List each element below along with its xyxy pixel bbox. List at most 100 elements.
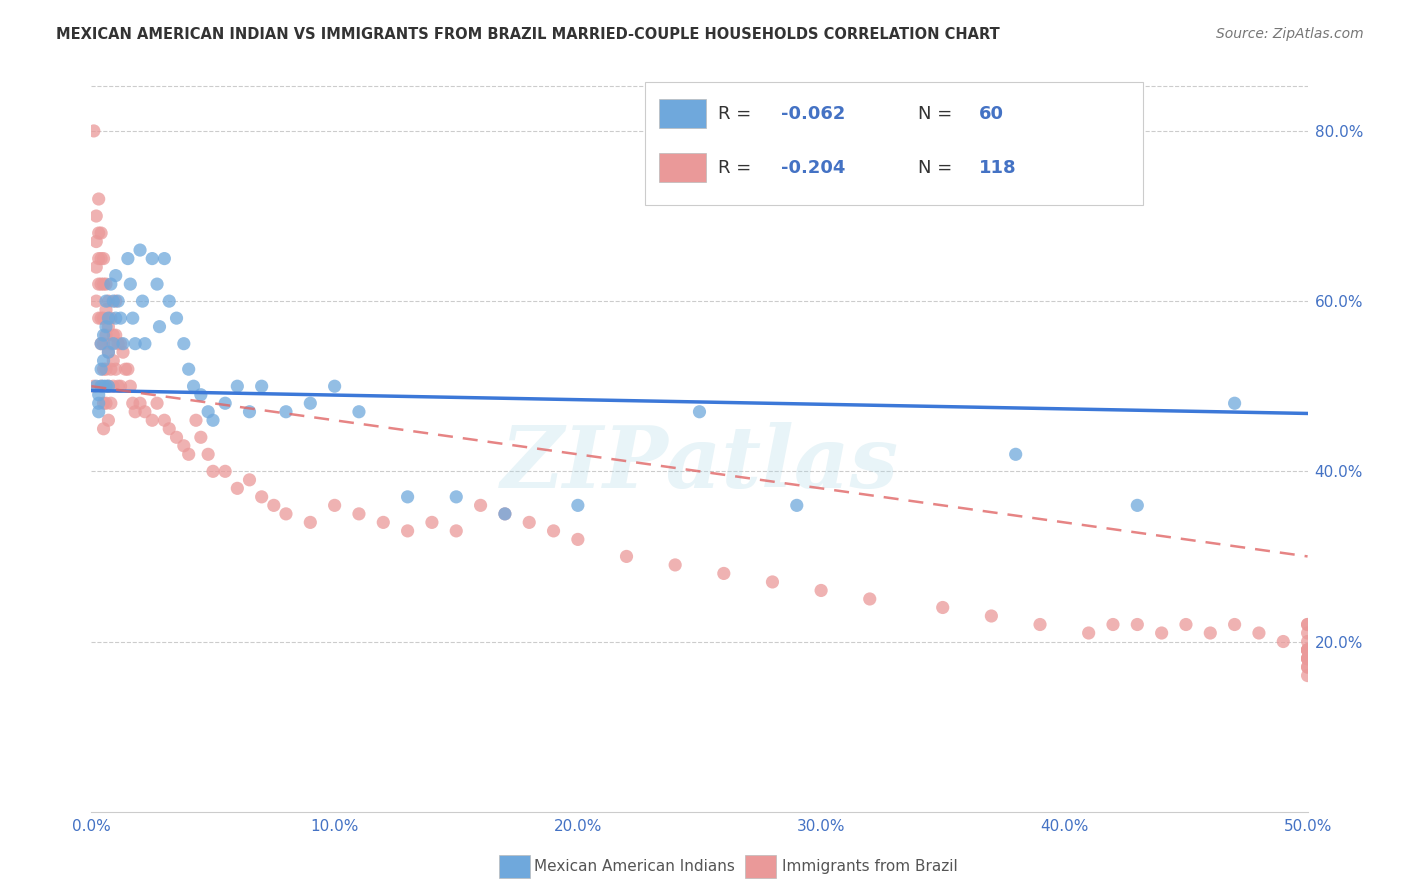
Point: [1296, 634, 1319, 648]
Text: Source: ZipAtlas.com: Source: ZipAtlas.com: [1216, 27, 1364, 41]
Point: [120, 379, 142, 393]
Point: [141, 252, 163, 266]
Point: [120, 277, 142, 292]
Text: Immigrants from Brazil: Immigrants from Brazil: [782, 859, 957, 873]
FancyBboxPatch shape: [659, 99, 706, 128]
Point: [1296, 668, 1319, 682]
Point: [93, 277, 115, 292]
Point: [90, 336, 112, 351]
Point: [124, 336, 146, 351]
Point: [1296, 617, 1319, 632]
Point: [347, 405, 370, 419]
Point: [1126, 499, 1149, 513]
Point: [114, 362, 136, 376]
Point: [94, 362, 117, 376]
Point: [90, 252, 112, 266]
Point: [274, 507, 297, 521]
Point: [104, 268, 127, 283]
Point: [90, 311, 112, 326]
Point: [1296, 643, 1319, 657]
Point: [103, 336, 125, 351]
Point: [1296, 643, 1319, 657]
Point: [1077, 626, 1099, 640]
Text: -0.204: -0.204: [780, 159, 845, 177]
Point: [93, 422, 115, 436]
Point: [1223, 396, 1246, 410]
Point: [83, 379, 105, 393]
Point: [184, 413, 207, 427]
Point: [190, 388, 212, 402]
FancyBboxPatch shape: [659, 153, 706, 183]
Point: [84, 379, 107, 393]
Point: [100, 396, 122, 410]
Point: [177, 362, 200, 376]
Point: [688, 405, 710, 419]
Point: [146, 277, 169, 292]
Point: [104, 328, 127, 343]
Point: [567, 533, 589, 547]
Text: N =: N =: [918, 104, 959, 122]
Point: [97, 311, 120, 326]
Point: [299, 396, 322, 410]
Text: Mexican American Indians: Mexican American Indians: [534, 859, 735, 873]
Point: [90, 277, 112, 292]
Point: [214, 464, 236, 478]
Point: [90, 379, 112, 393]
Point: [94, 319, 117, 334]
Point: [1296, 643, 1319, 657]
Point: [1296, 626, 1319, 640]
Point: [117, 362, 139, 376]
Point: [1296, 651, 1319, 665]
Point: [202, 413, 225, 427]
FancyBboxPatch shape: [645, 82, 1143, 204]
Point: [713, 566, 735, 581]
Point: [87, 388, 110, 402]
Point: [859, 591, 882, 606]
Point: [84, 260, 107, 274]
Text: 60: 60: [979, 104, 1004, 122]
Point: [202, 464, 225, 478]
Point: [1296, 643, 1319, 657]
Point: [347, 507, 370, 521]
Point: [323, 379, 346, 393]
Point: [238, 405, 260, 419]
Point: [197, 405, 219, 419]
Point: [173, 336, 195, 351]
Point: [1296, 651, 1319, 665]
Point: [121, 311, 143, 326]
Point: [183, 379, 205, 393]
Point: [567, 499, 589, 513]
Point: [274, 405, 297, 419]
Point: [1102, 617, 1125, 632]
Point: [94, 302, 117, 317]
Point: [84, 235, 107, 249]
Point: [1296, 643, 1319, 657]
Point: [107, 379, 129, 393]
Point: [173, 439, 195, 453]
Point: [1004, 447, 1026, 461]
Point: [103, 328, 125, 343]
Point: [111, 336, 134, 351]
Point: [93, 328, 115, 343]
Point: [444, 490, 467, 504]
Point: [93, 379, 115, 393]
Point: [543, 524, 565, 538]
Point: [323, 499, 346, 513]
Point: [761, 574, 783, 589]
Text: ZIPatlas: ZIPatlas: [501, 422, 898, 506]
Point: [93, 396, 115, 410]
Point: [148, 319, 170, 334]
Point: [153, 252, 176, 266]
Point: [470, 499, 492, 513]
Point: [396, 490, 419, 504]
Point: [97, 379, 120, 393]
Point: [226, 481, 249, 495]
Point: [494, 507, 516, 521]
Point: [1296, 617, 1319, 632]
Point: [129, 396, 152, 410]
Point: [134, 336, 156, 351]
Point: [103, 294, 125, 309]
Point: [396, 524, 419, 538]
Point: [93, 362, 115, 376]
Point: [226, 379, 249, 393]
